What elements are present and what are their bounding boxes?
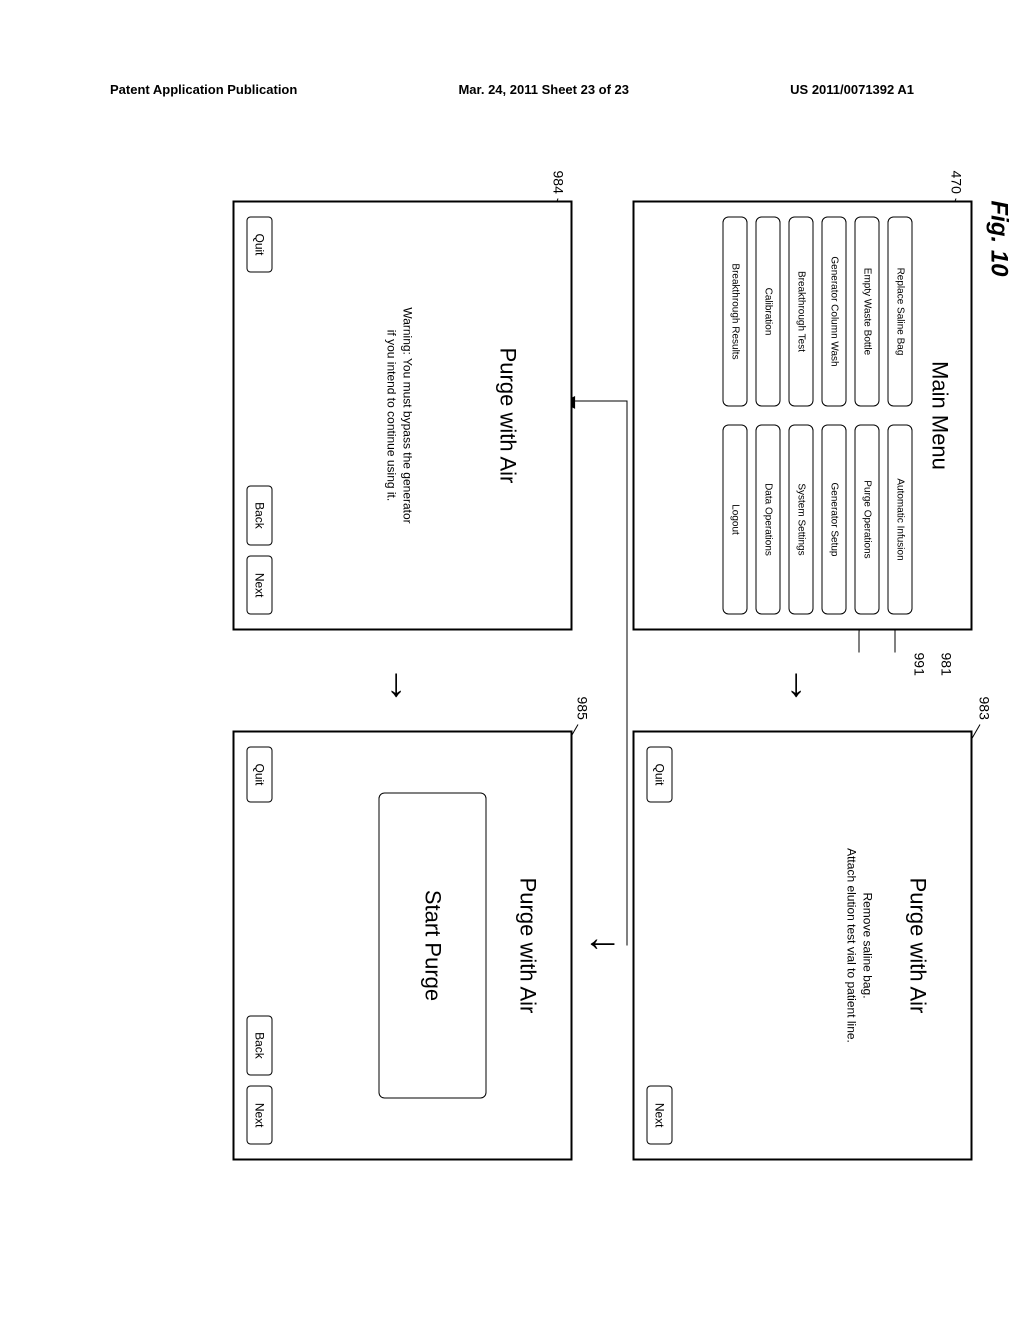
- s985-nav: Quit Back Next: [247, 747, 273, 1145]
- ref-984: 984: [551, 171, 567, 194]
- ref-981: 981: [939, 653, 955, 676]
- menu-empty-waste-bottle[interactable]: Empty Waste Bottle: [855, 217, 880, 407]
- arrow-down-icon: →: [583, 931, 623, 971]
- page-header: Patent Application Publication Mar. 24, …: [110, 82, 914, 97]
- arrow-right-icon: →: [783, 666, 823, 706]
- ref-983: 983: [977, 697, 993, 720]
- s984-next-button[interactable]: Next: [247, 556, 273, 615]
- figure-10: Fig. 10 470 983 981 991 984 985 → → ▼ → …: [28, 281, 1003, 1051]
- s985-next-button[interactable]: Next: [247, 1086, 273, 1145]
- s984-quit-button[interactable]: Quit: [247, 217, 273, 273]
- screen-start-purge: Purge with Air Start Purge Quit Back Nex…: [233, 731, 573, 1161]
- header-center: Mar. 24, 2011 Sheet 23 of 23: [458, 82, 629, 97]
- ref-985: 985: [575, 697, 591, 720]
- menu-data-operations[interactable]: Data Operations: [756, 425, 781, 615]
- s983-line2: Attach elution test vial to patient line…: [843, 733, 859, 1159]
- s984-line1: Warning: You must bypass the generator: [399, 203, 415, 629]
- menu-breakthrough-results[interactable]: Breakthrough Results: [723, 217, 748, 407]
- s985-back-button[interactable]: Back: [247, 1015, 273, 1076]
- menu-automatic-infusion[interactable]: Automatic Infusion: [888, 425, 913, 615]
- s984-nav: Quit Back Next: [247, 217, 273, 615]
- s983-next-button[interactable]: Next: [647, 1086, 673, 1145]
- flow-line-horizontal: [627, 401, 628, 946]
- ref-991: 991: [912, 653, 928, 676]
- header-left: Patent Application Publication: [110, 82, 297, 97]
- screen-purge-warning: Purge with Air Warning: You must bypass …: [233, 201, 573, 631]
- menu-system-settings[interactable]: System Settings: [789, 425, 814, 615]
- s984-line2: if you intend to continue using it.: [383, 203, 399, 629]
- menu-breakthrough-test[interactable]: Breakthrough Test: [789, 217, 814, 407]
- s985-quit-button[interactable]: Quit: [247, 747, 273, 803]
- start-purge-button[interactable]: Start Purge: [379, 793, 487, 1099]
- ref-470: 470: [949, 171, 965, 194]
- main-menu-right-col: Automatic Infusion Purge Operations Gene…: [723, 425, 913, 615]
- s985-title: Purge with Air: [515, 733, 541, 1159]
- s983-body: Remove saline bag. Attach elution test v…: [843, 733, 874, 1159]
- menu-generator-column-wash[interactable]: Generator Column Wash: [822, 217, 847, 407]
- menu-calibration[interactable]: Calibration: [756, 217, 781, 407]
- s984-title: Purge with Air: [495, 203, 521, 629]
- screen-purge-instructions: Purge with Air Remove saline bag. Attach…: [633, 731, 973, 1161]
- header-right: US 2011/0071392 A1: [790, 82, 914, 97]
- main-menu-columns: Replace Saline Bag Empty Waste Bottle Ge…: [723, 203, 927, 629]
- s984-back-button[interactable]: Back: [247, 485, 273, 546]
- s983-title: Purge with Air: [905, 733, 931, 1159]
- s984-body: Warning: You must bypass the generator i…: [383, 203, 414, 629]
- s983-nav: Quit Next: [647, 747, 673, 1145]
- main-menu-title: Main Menu: [927, 203, 953, 629]
- menu-generator-setup[interactable]: Generator Setup: [822, 425, 847, 615]
- menu-replace-saline-bag[interactable]: Replace Saline Bag: [888, 217, 913, 407]
- arrow-right-icon-2: →: [383, 666, 423, 706]
- figure-label: Fig. 10: [985, 201, 1013, 277]
- s983-line1: Remove saline bag.: [859, 733, 875, 1159]
- menu-logout[interactable]: Logout: [723, 425, 748, 615]
- menu-purge-operations[interactable]: Purge Operations: [855, 425, 880, 615]
- main-menu-left-col: Replace Saline Bag Empty Waste Bottle Ge…: [723, 217, 913, 407]
- s983-quit-button[interactable]: Quit: [647, 747, 673, 803]
- screen-main-menu: Main Menu Replace Saline Bag Empty Waste…: [633, 201, 973, 631]
